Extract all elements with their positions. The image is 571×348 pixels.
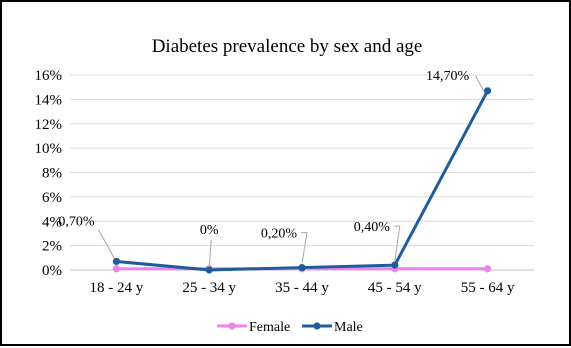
data-label-leader: [475, 75, 485, 92]
y-tick-label: 14%: [35, 92, 63, 108]
data-labels: 0,70% 0% 0,20% 0,40% 14,70%: [58, 69, 485, 268]
chart-title: Diabetes prevalence by sex and age: [152, 36, 423, 57]
legend-label: Female: [249, 320, 290, 335]
x-tick-label: 25 - 34 y: [182, 280, 236, 296]
data-label-leader: [97, 229, 115, 259]
y-tick-label: 0%: [42, 263, 62, 279]
y-tick-label: 8%: [42, 166, 62, 182]
y-tick-label: 6%: [42, 190, 62, 206]
data-point-male: [112, 257, 120, 266]
data-point-male: [484, 87, 492, 95]
data-label-leader: [393, 225, 401, 262]
data-point-female: [112, 265, 120, 273]
data-label: 0,70%: [58, 214, 95, 229]
x-tick-label: 18 - 24 y: [90, 280, 144, 296]
data-label-leader: [301, 232, 308, 264]
legend-label: Male: [334, 320, 363, 335]
x-tick-label: 35 - 44 y: [275, 280, 329, 296]
x-tick-label: 45 - 54 y: [368, 280, 422, 296]
series-line-male: [116, 90, 489, 272]
legend: Female Male: [217, 320, 363, 335]
y-tick-label: 2%: [42, 239, 62, 255]
gridlines: [70, 74, 534, 271]
data-label-leader: [208, 239, 212, 268]
data-label: 0%: [200, 223, 219, 238]
axes: 0% 2% 4% 6% 8% 10% 12% 14% 16% 18 - 24 y 25 - 34 y…: [35, 68, 515, 296]
legend-swatch-marker: [228, 322, 236, 330]
series: [112, 87, 492, 274]
y-tick-label: 4%: [42, 214, 62, 230]
y-tick-label: 12%: [35, 117, 63, 133]
y-tick-label: 10%: [35, 141, 63, 157]
legend-swatch-marker: [313, 322, 321, 330]
data-point-female: [484, 265, 492, 273]
data-point-male: [391, 261, 399, 269]
data-point-male: [205, 266, 213, 274]
data-label: 14,70%: [426, 69, 470, 84]
x-tick-label: 55 - 64 y: [461, 280, 515, 296]
data-point-male: [298, 263, 306, 272]
y-tick-label: 16%: [35, 68, 63, 84]
data-label: 0,20%: [261, 227, 298, 242]
data-label: 0,40%: [354, 220, 391, 235]
